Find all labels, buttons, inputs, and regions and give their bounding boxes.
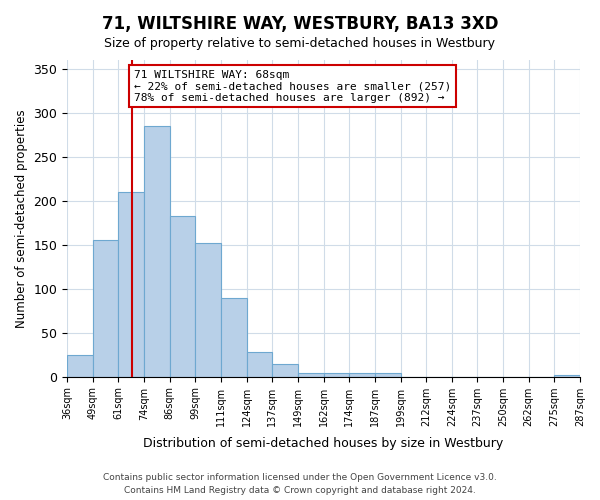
Text: Contains HM Land Registry data © Crown copyright and database right 2024.: Contains HM Land Registry data © Crown c… — [124, 486, 476, 495]
Text: 71 WILTSHIRE WAY: 68sqm
← 22% of semi-detached houses are smaller (257)
78% of s: 71 WILTSHIRE WAY: 68sqm ← 22% of semi-de… — [134, 70, 451, 102]
X-axis label: Distribution of semi-detached houses by size in Westbury: Distribution of semi-detached houses by … — [143, 437, 504, 450]
Bar — [323, 373, 349, 376]
Text: 71, WILTSHIRE WAY, WESTBURY, BA13 3XD: 71, WILTSHIRE WAY, WESTBURY, BA13 3XD — [102, 15, 498, 33]
Bar — [375, 373, 401, 376]
Y-axis label: Number of semi-detached properties: Number of semi-detached properties — [15, 109, 28, 328]
Bar — [196, 243, 221, 376]
Text: Size of property relative to semi-detached houses in Westbury: Size of property relative to semi-detach… — [104, 38, 496, 51]
Bar — [349, 373, 375, 376]
Bar — [272, 364, 298, 376]
Bar — [298, 373, 323, 376]
Bar — [170, 216, 196, 376]
Bar — [118, 192, 144, 376]
Bar — [247, 352, 272, 376]
Bar — [144, 126, 170, 376]
Text: Contains public sector information licensed under the Open Government Licence v3: Contains public sector information licen… — [103, 474, 497, 482]
Bar — [554, 375, 580, 376]
Bar — [93, 240, 118, 376]
Bar — [221, 298, 247, 376]
Bar — [67, 354, 93, 376]
